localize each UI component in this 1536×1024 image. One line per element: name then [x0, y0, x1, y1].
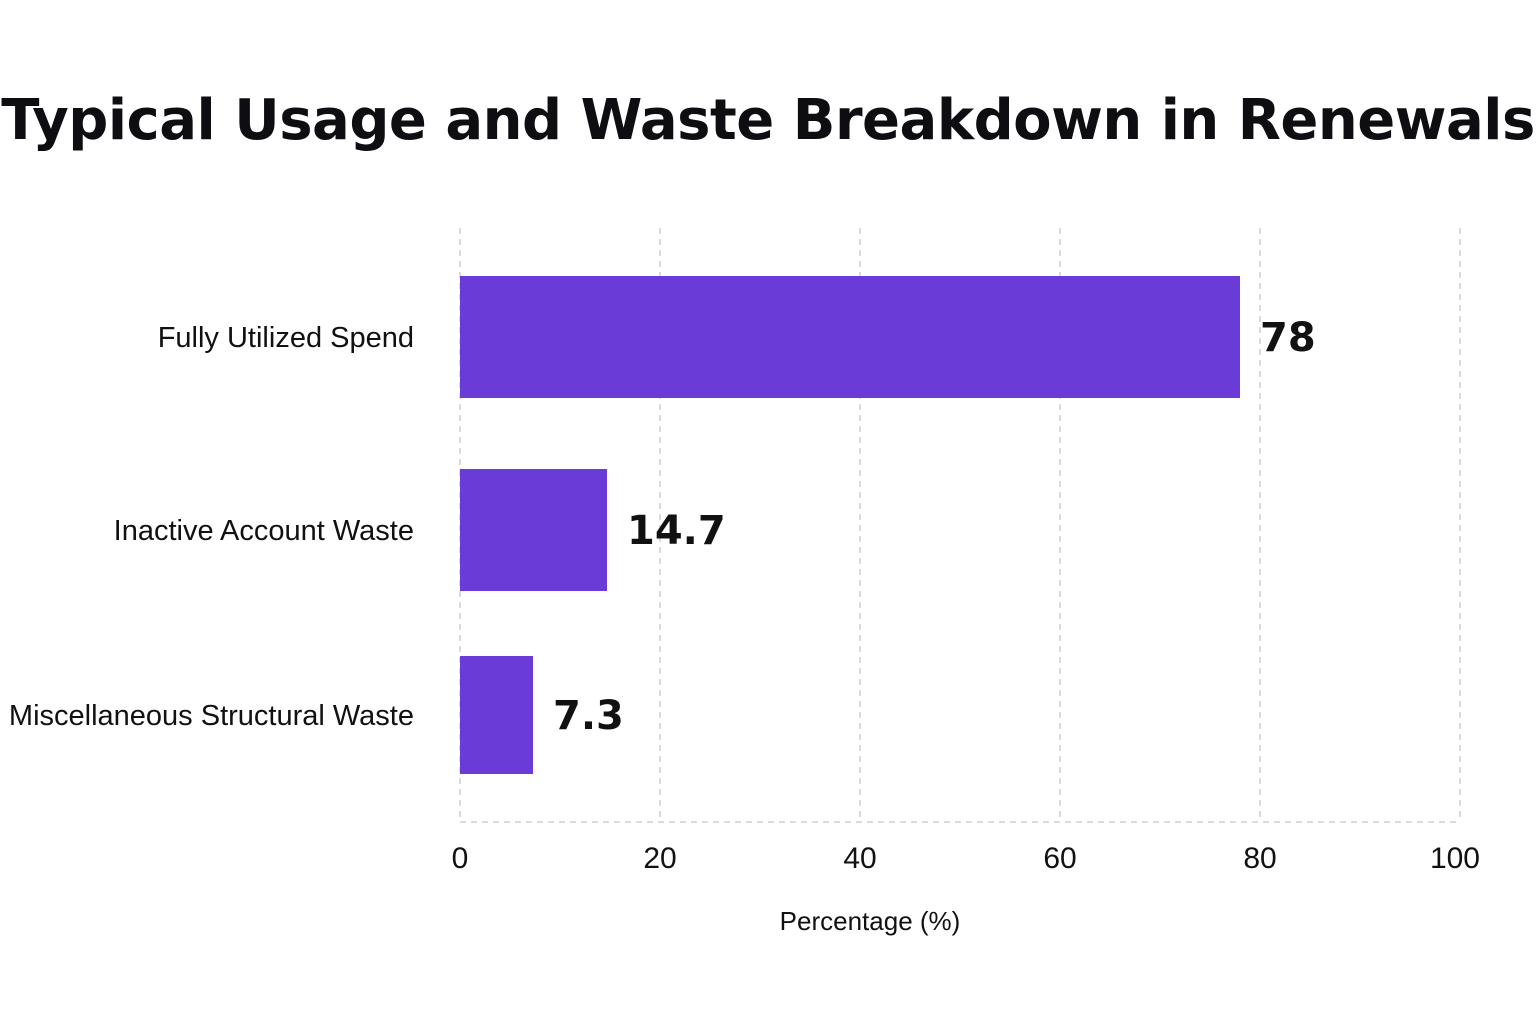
x-tick-label-100: 100	[1430, 842, 1480, 875]
x-tick-label-40: 40	[843, 842, 876, 875]
bars	[460, 276, 1240, 774]
value-label-2: 14.7	[627, 508, 726, 554]
value-label-1: 78	[1260, 315, 1316, 361]
category-label-2: Inactive Account Waste	[114, 515, 414, 547]
labels: 0 20 40 60 80 100 78 Fully Utilized Spend 14.7 In…	[9, 315, 1480, 875]
x-tick-label-80: 80	[1243, 842, 1276, 875]
x-axis-label: Percentage (%)	[780, 906, 961, 936]
bar-1	[460, 276, 1240, 398]
bar-2	[460, 469, 607, 591]
x-tick-label-0: 0	[452, 842, 469, 875]
category-label-3: Miscellaneous Structural Waste	[9, 700, 414, 732]
value-label-3: 7.3	[553, 693, 624, 739]
category-label-1: Fully Utilized Spend	[158, 322, 414, 354]
x-tick-label-20: 20	[643, 842, 676, 875]
chart-title: Typical Usage and Waste Breakdown in Ren…	[1, 88, 1535, 153]
bar-3	[460, 656, 533, 774]
x-tick-label-60: 60	[1043, 842, 1076, 875]
